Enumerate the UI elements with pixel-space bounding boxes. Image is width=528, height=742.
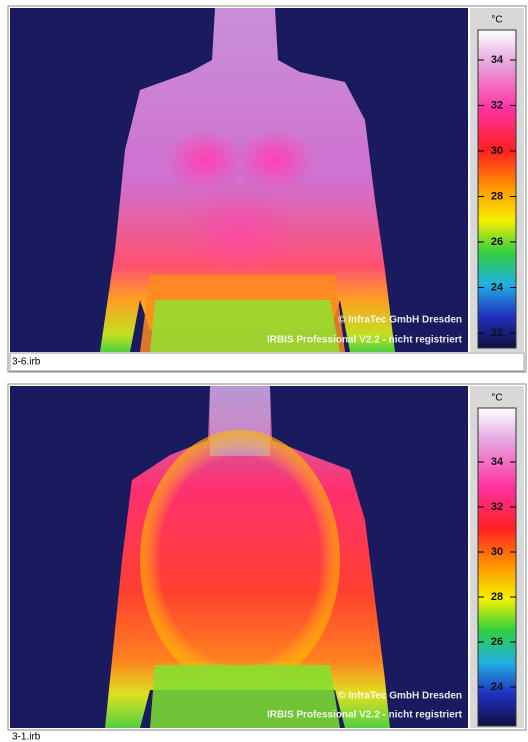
watermark: © InfraTec GmbH Dresden <box>338 691 462 702</box>
scale-tick-label: 28 <box>491 591 503 603</box>
scale-unit: °C <box>491 393 502 404</box>
scale-tick-label: 26 <box>491 636 503 648</box>
scale-tick-label: 26 <box>491 236 503 248</box>
filename: 3-6.irb <box>12 357 41 368</box>
scale-tick-label: 24 <box>491 281 504 293</box>
scale-tick-label: 30 <box>491 546 503 558</box>
thermal-panel <box>8 384 526 730</box>
status-bar <box>10 353 524 371</box>
scale-tick-label: 32 <box>491 501 503 513</box>
scale-tick-label: 24 <box>491 681 504 693</box>
scale-tick-label: 28 <box>491 190 503 202</box>
color-scale <box>478 30 516 348</box>
watermark: IRBIS Professional V2.2 - nicht registri… <box>267 710 463 721</box>
scale-tick-label: 34 <box>491 54 504 66</box>
scale-tick-label: 34 <box>491 456 504 468</box>
filename: 3-1.irb <box>12 732 41 742</box>
scale-unit: °C <box>491 15 502 26</box>
scale-tick-label: 30 <box>491 145 503 157</box>
screenshot: °C 34 32 30 28 26 24 22 © InfraTec GmbH Dresden I… <box>0 0 528 742</box>
scale-tick-label: 32 <box>491 99 503 111</box>
scale-tick-label: 22 <box>491 327 503 339</box>
watermark: © InfraTec GmbH Dresden <box>338 315 462 326</box>
watermark: IRBIS Professional V2.2 - nicht registri… <box>267 335 463 346</box>
